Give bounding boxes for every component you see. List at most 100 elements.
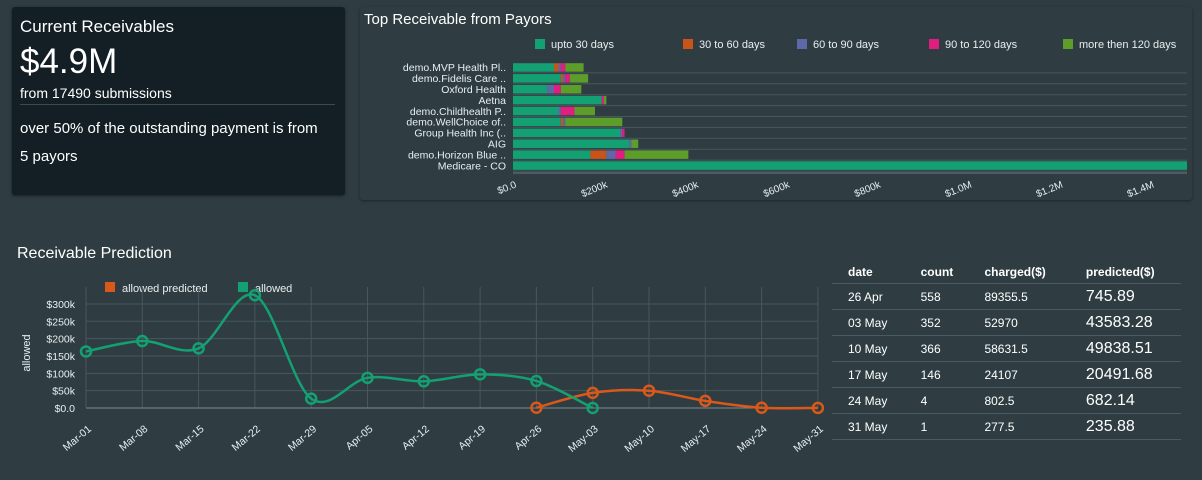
x-tick-label: $400k xyxy=(671,179,701,200)
column-header: predicted($) xyxy=(1069,261,1181,284)
legend-swatch-0 xyxy=(535,39,545,49)
x-tick-label: $0.0 xyxy=(496,179,519,197)
x-tick-label: $200k xyxy=(580,179,610,200)
bar-segment xyxy=(560,63,566,72)
series-point-1 xyxy=(136,334,149,348)
table-cell: 146 xyxy=(904,361,969,388)
payor-label: Oxford Health xyxy=(441,84,506,96)
prediction-table-body: 26 Apr 558 89355.5 745.89 03 May 352 52970 4358… xyxy=(832,283,1181,440)
bar-segment xyxy=(513,161,1187,170)
y-tick-label: $150k xyxy=(46,351,75,363)
bar-segment xyxy=(513,128,621,138)
series-point-1 xyxy=(79,345,93,358)
table-cell: 20491.68 xyxy=(1069,361,1181,388)
bar-segment xyxy=(601,95,605,105)
bar-segment xyxy=(560,85,582,94)
bar-segment xyxy=(560,74,564,83)
x-tick-label: Mar-22 xyxy=(230,423,263,454)
table-cell: 03 May xyxy=(832,309,905,336)
bar-segment xyxy=(560,106,575,116)
bar-segment xyxy=(569,74,589,83)
series-point-1 xyxy=(473,368,487,381)
table-cell: 17 May xyxy=(832,361,905,388)
bar-segment xyxy=(615,150,625,159)
legend-label-2: 60 to 90 days xyxy=(813,39,880,51)
bar-segment xyxy=(624,150,689,159)
series-point-0 xyxy=(699,394,712,408)
bar-segment xyxy=(513,85,548,94)
x-tick-label: $1.0M xyxy=(944,180,974,200)
x-tick-label: May-24 xyxy=(735,423,770,455)
payor-label: AIG xyxy=(488,139,506,151)
current-receivables-title: Current Receivables xyxy=(20,17,175,36)
series-point-1 xyxy=(417,375,431,388)
prediction-table: date count charged($) predicted($) 26 Apr 55… xyxy=(832,261,1181,440)
table-cell: 10 May xyxy=(832,335,905,362)
x-tick-label: $1.4M xyxy=(1126,180,1156,200)
y-tick-label: $50k xyxy=(52,386,76,398)
bar-segment xyxy=(563,117,566,127)
table-cell: 558 xyxy=(904,283,969,310)
series-line-1 xyxy=(85,293,594,410)
bar-segment xyxy=(513,150,591,159)
series-point-1 xyxy=(530,374,543,388)
column-header: count xyxy=(904,261,969,284)
column-header: charged($) xyxy=(968,261,1070,284)
x-tick-label: Apr-12 xyxy=(400,423,432,453)
x-tick-label: Mar-29 xyxy=(286,423,319,454)
payor-label: demo.Horizon Blue .. xyxy=(408,149,506,161)
table-cell: 682.14 xyxy=(1069,387,1181,414)
bar-segment xyxy=(547,85,554,94)
x-tick-label: Apr-05 xyxy=(344,423,376,453)
bar-segment xyxy=(560,117,564,127)
table-cell: 802.5 xyxy=(968,387,1070,414)
bar-segment xyxy=(513,139,630,148)
series-point-0 xyxy=(755,401,768,415)
table-row: 26 Apr 558 89355.5 745.89 xyxy=(832,283,1181,310)
bar-segment xyxy=(590,150,607,159)
bar-segment xyxy=(513,95,602,105)
series-point-1 xyxy=(192,342,205,355)
series-point-0 xyxy=(642,384,656,397)
bar-segment xyxy=(553,85,561,94)
x-tick-label: May-03 xyxy=(566,423,601,455)
payor-label: demo.WellChoice of.. xyxy=(406,117,506,129)
bar-segment xyxy=(574,106,595,116)
payor-label: Medicare - CO xyxy=(438,160,506,172)
table-row: 24 May 4 802.5 682.14 xyxy=(832,387,1181,414)
y-tick-label: $200k xyxy=(46,334,75,346)
bar-segment xyxy=(565,63,584,72)
table-cell: 745.89 xyxy=(1069,283,1181,310)
series-point-1 xyxy=(304,392,318,405)
table-cell: 235.88 xyxy=(1069,413,1181,440)
x-tick-label: Mar-01 xyxy=(61,423,94,454)
bar-segment xyxy=(565,117,623,127)
x-tick-label: Apr-19 xyxy=(456,423,488,453)
table-cell: 366 xyxy=(904,335,969,362)
bar-segment xyxy=(513,117,561,127)
table-row: 03 May 352 52970 43583.28 xyxy=(832,309,1181,336)
table-cell: 1 xyxy=(904,413,969,440)
series-point-0 xyxy=(530,401,543,414)
table-cell: 52970 xyxy=(968,309,1070,336)
prediction-table-header: date count charged($) predicted($) xyxy=(832,261,1181,284)
legend-swatch-0 xyxy=(105,282,115,292)
table-cell: 4 xyxy=(904,387,969,414)
x-tick-label: Apr-26 xyxy=(512,423,544,453)
table-cell: 43583.28 xyxy=(1069,309,1181,336)
y-axis-label: allowed xyxy=(21,334,33,371)
top-payors-title: Top Receivable from Payors xyxy=(364,11,552,28)
bar-segment xyxy=(513,74,561,83)
bar-segment xyxy=(513,106,559,116)
series-point-1 xyxy=(361,371,374,385)
table-cell: 352 xyxy=(904,309,969,336)
payor-label: demo.MVP Health Pl.. xyxy=(403,62,506,74)
x-tick-label: May-17 xyxy=(679,423,714,455)
table-cell: 24107 xyxy=(968,361,1070,388)
x-tick-label: Mar-08 xyxy=(117,423,150,454)
receivables-amount: $4.9M xyxy=(20,42,118,81)
bar-segment xyxy=(604,95,607,105)
x-tick-label: May-31 xyxy=(791,423,826,455)
top-payors-chart: upto 30 days 30 to 60 days 60 to 90 days 90… xyxy=(403,39,1187,200)
payor-label: demo.Fidelis Care .. xyxy=(412,73,506,85)
